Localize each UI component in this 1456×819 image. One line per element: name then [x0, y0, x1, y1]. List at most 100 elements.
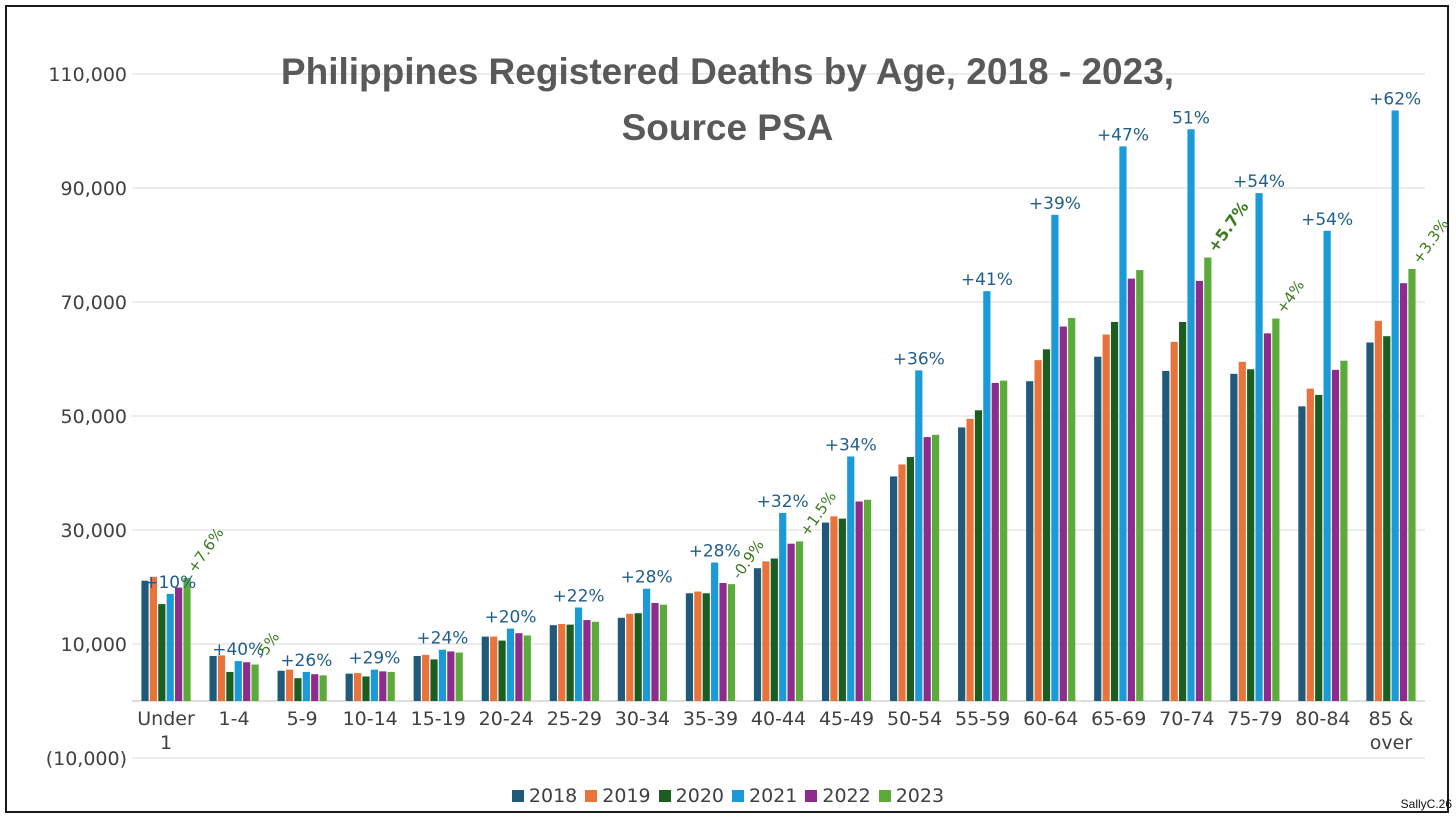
data-label-2021: +47%	[1097, 125, 1149, 145]
bar-2023	[1136, 270, 1144, 701]
bar-2019	[558, 624, 566, 701]
bar-2018	[413, 655, 421, 701]
bar-2021	[847, 456, 855, 701]
data-label-2021: +28%	[621, 568, 673, 588]
legend-swatch	[732, 790, 744, 802]
x-tick-label: 25-29	[547, 708, 602, 730]
bar-2019	[966, 418, 974, 701]
legend-swatch	[585, 790, 598, 802]
x-tick-label: 70-74	[1159, 708, 1214, 730]
bar-2023	[455, 652, 463, 701]
chart-legend: 2018 2019 2020 2021 2022 2023	[0, 785, 1456, 807]
bar-2018	[958, 427, 966, 701]
data-label-2021: +22%	[553, 587, 605, 607]
bar-2022	[1331, 369, 1340, 701]
bar-2020	[294, 678, 302, 701]
bar-2023	[863, 499, 872, 701]
x-tick-label: 65-69	[1091, 708, 1146, 730]
bar-2020	[974, 410, 983, 701]
data-label-2021: 51%	[1172, 108, 1210, 128]
legend-label: 2023	[895, 785, 945, 807]
y-tick-label: (10,000)	[46, 748, 127, 770]
bar-2019	[217, 655, 226, 701]
legend-item-2019: 2019	[585, 785, 651, 807]
x-tick-label: 85 &	[1368, 708, 1413, 730]
x-tick-label: 60-64	[1023, 708, 1078, 730]
data-label-2021: +28%	[689, 541, 741, 561]
x-tick-label: 15-19	[411, 708, 466, 730]
bar-2020	[770, 558, 778, 701]
bar-2022	[1127, 278, 1135, 701]
x-tick-label: 80-84	[1295, 708, 1350, 730]
y-tick-label: 110,000	[48, 64, 127, 86]
x-tick-label: 45-49	[819, 708, 874, 730]
bar-2018	[1298, 406, 1306, 701]
x-tick-label: 35-39	[683, 708, 738, 730]
legend-swatch	[878, 790, 891, 802]
data-label-2021: +20%	[484, 608, 536, 628]
bar-2018	[209, 655, 217, 701]
data-label-2021: +34%	[825, 435, 877, 455]
bar-2018	[549, 625, 557, 701]
bar-2020	[1315, 394, 1323, 701]
chart-title: Philippines Registered Deaths by Age, 20…	[180, 44, 1275, 156]
y-tick-label: 70,000	[61, 292, 127, 314]
bar-2019	[626, 613, 634, 701]
watermark: SallyC.26	[1400, 797, 1452, 811]
bar-2023	[659, 604, 667, 701]
bar-2021	[642, 588, 651, 701]
bar-2018	[1026, 381, 1034, 701]
bar-2021	[983, 291, 991, 701]
bar-2019	[830, 516, 838, 701]
x-tick-label: 1-4	[219, 708, 250, 730]
bar-2023	[727, 584, 736, 701]
bar-2023	[795, 541, 804, 701]
data-label-2021: +36%	[893, 349, 945, 369]
bar-2020	[906, 457, 915, 701]
bar-2023	[251, 664, 259, 701]
bar-2021	[438, 649, 447, 701]
bar-2019	[762, 561, 770, 701]
data-label-2021: +29%	[348, 649, 400, 669]
bar-2019	[149, 576, 158, 701]
bar-2021	[1323, 230, 1331, 701]
bar-2020	[1042, 349, 1051, 701]
bar-2020	[362, 676, 370, 701]
data-label-2021: +26%	[280, 651, 332, 671]
bar-2020	[1110, 321, 1119, 701]
bar-2021	[779, 512, 787, 701]
data-label-2023: +4%	[1273, 277, 1309, 317]
bar-2020	[566, 624, 574, 701]
data-label-2021: +54%	[1233, 172, 1285, 192]
bar-2018	[685, 593, 694, 701]
bar-2023	[1408, 268, 1416, 701]
bar-2019	[694, 591, 702, 701]
x-tick-label: 30-34	[615, 708, 670, 730]
bar-2022	[447, 651, 455, 701]
legend-item-2020: 2020	[658, 785, 724, 807]
x-tick-label: 5-9	[287, 708, 318, 730]
bar-2021	[915, 370, 923, 701]
data-label-2021: +40%	[212, 640, 264, 660]
bar-2023	[523, 635, 531, 701]
bar-2022	[787, 543, 795, 701]
data-label-2021: +41%	[961, 270, 1013, 290]
bar-2018	[1094, 356, 1102, 701]
bar-2021	[506, 628, 515, 701]
bar-2020	[1383, 336, 1391, 701]
bar-2021	[1391, 110, 1399, 702]
bar-2022	[515, 633, 523, 701]
bar-2020	[702, 593, 710, 701]
bar-2023	[183, 577, 191, 701]
legend-label: 2021	[749, 785, 798, 807]
legend-swatch	[805, 790, 818, 802]
bar-2021	[1119, 146, 1127, 701]
bar-2022	[855, 501, 863, 701]
bar-2021	[1051, 214, 1059, 702]
bar-2020	[1247, 369, 1255, 701]
x-tick-label: 20-24	[479, 708, 534, 730]
legend-swatch	[511, 790, 524, 802]
bar-2022	[923, 437, 931, 701]
bar-2020	[158, 604, 166, 701]
x-tick-label: Under	[137, 708, 195, 730]
